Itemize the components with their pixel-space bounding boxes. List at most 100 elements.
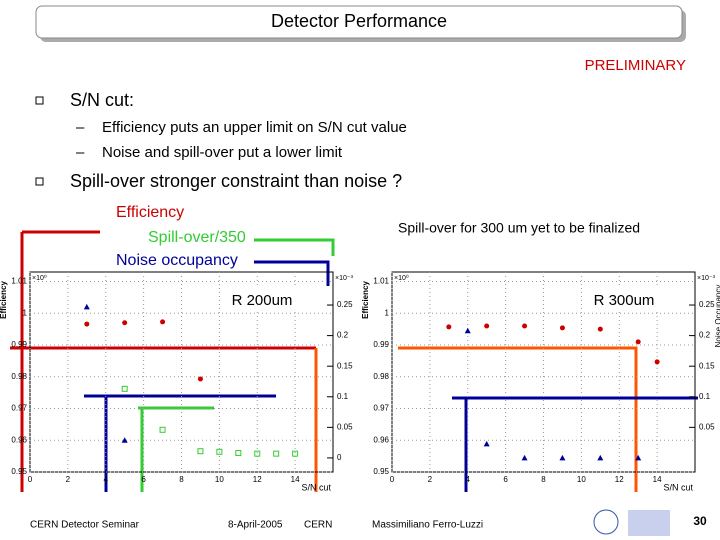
point <box>559 325 565 331</box>
y2-multiplier: ×10⁻³ <box>335 275 354 282</box>
point <box>597 454 604 461</box>
x-tick-label: 2 <box>66 475 71 484</box>
point <box>197 448 204 455</box>
footer-date: 8-April-2005 <box>228 520 283 531</box>
y-tick-label: 0.95 <box>373 467 389 476</box>
y-tick-label: 1 <box>385 308 390 317</box>
x-tick-label: 0 <box>390 475 395 484</box>
x-tick-label: 6 <box>503 475 508 484</box>
y-tick-label: 0.98 <box>373 372 389 381</box>
y2-tick-label: 0.05 <box>337 422 353 431</box>
y2-tick-label: 0.25 <box>337 300 353 309</box>
y2-tick-label: 0.2 <box>699 331 711 340</box>
legend-label: Efficiency <box>116 204 184 221</box>
footer-place: CERN <box>304 520 332 531</box>
x-tick-label: 4 <box>466 475 471 484</box>
point <box>160 319 166 325</box>
sub-bullet: Noise and spill-over put a lower limit <box>102 144 343 161</box>
point <box>122 320 128 326</box>
point <box>216 448 223 455</box>
x-tick-label: 10 <box>215 475 224 484</box>
y-axis-label: Efficiency <box>361 281 370 319</box>
point <box>235 450 242 457</box>
annotation-line <box>254 238 335 256</box>
x-tick-label: 12 <box>615 475 624 484</box>
y2-tick-label: 0.15 <box>699 361 715 370</box>
charts: 0 2 4 6 8 10 12 14 0.95 0.96 0.97 0.98 0.99 1 1.01 0 0.0… <box>0 271 720 492</box>
x-tick-label: 8 <box>179 475 184 484</box>
legend-label: Spill-over/350 <box>148 229 246 246</box>
y-tick-label: 0.96 <box>11 435 27 444</box>
point <box>446 324 452 330</box>
dash: – <box>76 144 85 161</box>
footer-author: Massimiliano Ferro-Luzzi <box>372 520 483 531</box>
point <box>597 326 603 332</box>
bullet-text: Spill-over stronger constraint than nois… <box>70 171 402 191</box>
bullet <box>35 177 44 186</box>
y-tick-label: 0.98 <box>11 372 27 381</box>
point <box>121 385 128 392</box>
y-tick-label: 1.01 <box>11 277 27 286</box>
y-tick-label: 1.01 <box>373 277 389 286</box>
point <box>654 359 660 365</box>
point <box>84 321 90 327</box>
point <box>83 303 90 310</box>
annotation-line <box>398 346 638 492</box>
dash: – <box>76 119 85 136</box>
y2-tick-label: 0 <box>337 453 342 462</box>
y2-multiplier: ×10⁻³ <box>697 275 716 282</box>
bullet <box>35 96 44 105</box>
point <box>121 437 128 443</box>
point <box>159 426 166 433</box>
y2-tick-label: 0.1 <box>699 392 711 401</box>
x-tick-label: 14 <box>291 475 300 484</box>
point <box>483 440 490 447</box>
preliminary: PRELIMINARY <box>585 57 686 74</box>
point <box>484 323 490 329</box>
point <box>522 323 528 329</box>
x-tick-label: 12 <box>253 475 262 484</box>
y-tick-label: 0.95 <box>11 467 27 476</box>
y2-tick-label: 0.05 <box>699 422 715 431</box>
y-axis-label: Efficiency <box>0 281 8 319</box>
chart-label: R 300um <box>594 292 655 309</box>
y2-tick-label: 0.2 <box>337 331 349 340</box>
page-number: 30 <box>693 514 707 528</box>
point <box>635 454 642 461</box>
logo <box>628 510 670 536</box>
y2-axis-label: Noise Occupancy <box>714 285 720 348</box>
y-tick-label: 0.97 <box>373 404 389 413</box>
x-tick-label: 8 <box>541 475 546 484</box>
chart-label-box <box>226 288 298 312</box>
y2-tick-label: 0.15 <box>337 361 353 370</box>
annotations <box>10 230 698 492</box>
x-tick-label: 0 <box>28 475 33 484</box>
x-tick-label: 4 <box>104 475 109 484</box>
y-multiplier: ×10⁰ <box>32 274 47 282</box>
y-multiplier: ×10⁰ <box>394 274 409 282</box>
y-tick-label: 0.99 <box>11 340 27 349</box>
point <box>273 450 280 457</box>
point <box>521 454 528 461</box>
point <box>559 454 566 461</box>
chart-label: R 200um <box>232 292 293 309</box>
title-box <box>35 5 683 39</box>
x-tick-label: 2 <box>428 475 433 484</box>
chart-label-box <box>588 288 660 312</box>
y2-tick-label: 0.1 <box>337 392 349 401</box>
y-tick-label: 0.97 <box>11 404 27 413</box>
x-tick-label: 10 <box>577 475 586 484</box>
title: Detector Performance <box>271 11 447 31</box>
point <box>635 339 641 345</box>
logo <box>593 509 619 535</box>
x-axis-label: S/N cut <box>663 482 693 492</box>
x-tick-label: 14 <box>653 475 662 484</box>
point <box>197 376 203 382</box>
point <box>254 450 261 457</box>
x-tick-label: 6 <box>141 475 146 484</box>
point <box>464 327 471 334</box>
y2-tick-label: 0.25 <box>699 300 715 309</box>
legend-label: Noise occupancy <box>116 252 238 269</box>
footer-left: CERN Detector Seminar <box>30 520 140 531</box>
